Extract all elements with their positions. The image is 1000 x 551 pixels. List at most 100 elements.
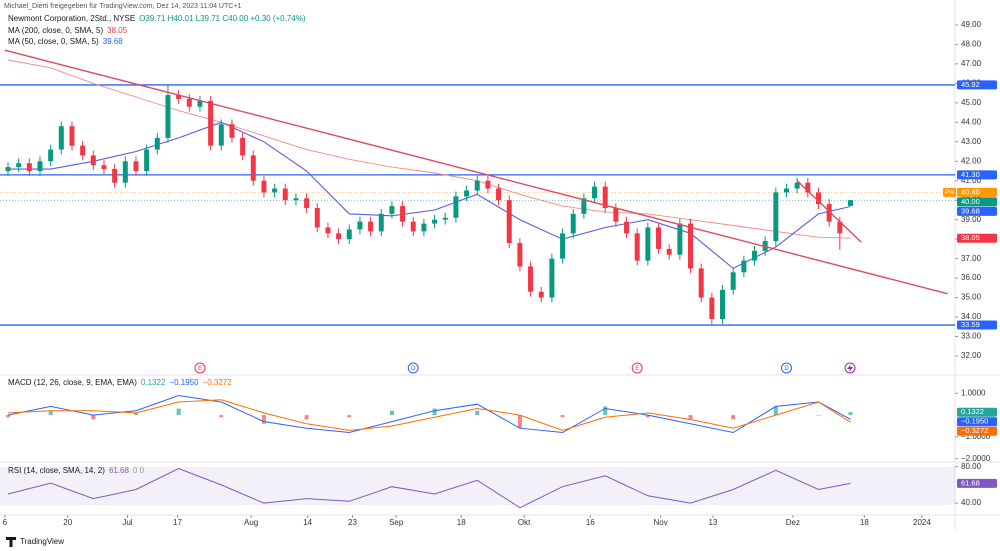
candle-body bbox=[293, 198, 299, 201]
candle-body bbox=[730, 272, 736, 290]
hist-label-box bbox=[957, 407, 997, 417]
candle-body bbox=[336, 233, 342, 240]
candle-body bbox=[26, 163, 32, 172]
candle-body bbox=[133, 161, 139, 172]
candle-body bbox=[410, 221, 416, 232]
hist-value: 0.1322 bbox=[141, 378, 166, 387]
candle-body bbox=[389, 206, 395, 214]
y-tick-label: 45.00 bbox=[961, 98, 982, 107]
premarket-label: 40.40 bbox=[961, 187, 980, 196]
macd-value: −0.1950 bbox=[169, 378, 199, 387]
candle-body bbox=[847, 200, 853, 206]
macd-line bbox=[7, 394, 851, 434]
y-tick-label: 48.00 bbox=[961, 40, 982, 49]
level-label-box bbox=[957, 320, 997, 330]
candle-body bbox=[186, 98, 192, 107]
candle-body bbox=[560, 233, 566, 259]
candle-body bbox=[549, 258, 555, 298]
level-label-box bbox=[957, 170, 997, 180]
x-tick-label: 18 bbox=[860, 518, 869, 527]
y-tick-label: −2.0000 bbox=[961, 454, 991, 463]
y-tick-label: 43.00 bbox=[961, 137, 982, 146]
signal-value: −0.3272 bbox=[203, 378, 233, 387]
histogram-bar bbox=[91, 415, 96, 420]
symbol-legend: Newmont Corporation, 2Std., NYSE O39.71 H… bbox=[8, 14, 306, 23]
candle-body bbox=[272, 188, 278, 193]
candle-body bbox=[453, 196, 459, 218]
x-tick-label: 20 bbox=[63, 518, 72, 527]
candle-body bbox=[741, 260, 747, 273]
ma-label: 38.05 bbox=[961, 233, 980, 242]
event-label: E bbox=[198, 366, 202, 372]
y-tick-label: −1.0000 bbox=[961, 432, 991, 441]
candle-body bbox=[773, 192, 779, 242]
level-label-box bbox=[957, 80, 997, 90]
ma-label: 39.68 bbox=[961, 206, 980, 215]
candle-body bbox=[698, 268, 704, 298]
candle-body bbox=[368, 221, 374, 232]
ma-name: MA (200, close, 0, SMA, 5) bbox=[8, 26, 103, 35]
event-label: D bbox=[784, 366, 789, 372]
ma-label-box bbox=[957, 233, 997, 243]
candle-body bbox=[282, 188, 288, 201]
brand-logo bbox=[6, 537, 16, 547]
moving-average bbox=[7, 59, 851, 239]
rsi-value: 61.68 bbox=[109, 466, 130, 475]
x-tick-label: Okt bbox=[518, 518, 531, 527]
y-tick-label: 39.00 bbox=[961, 215, 982, 224]
candle-body bbox=[528, 266, 534, 292]
rsi-suffix: 0 0 bbox=[133, 466, 145, 475]
histogram-bar bbox=[688, 415, 693, 420]
histogram-bar bbox=[560, 415, 565, 418]
candle-body bbox=[400, 206, 406, 222]
ma-label-box bbox=[957, 206, 997, 216]
x-tick-label: Nov bbox=[654, 518, 668, 527]
candle-body bbox=[69, 126, 75, 146]
candle-body bbox=[656, 227, 662, 249]
histogram-bar bbox=[816, 415, 821, 416]
rsi-title: RSI (14, close, SMA, 14, 2) bbox=[8, 466, 105, 475]
histogram-bar bbox=[773, 406, 778, 416]
candle-body bbox=[197, 100, 203, 107]
candle-body bbox=[752, 250, 758, 261]
candle-body bbox=[229, 124, 235, 138]
candle-body bbox=[421, 223, 427, 232]
candle-body bbox=[506, 200, 512, 244]
rsi-label: 61.68 bbox=[961, 478, 980, 487]
rsi-legend: RSI (14, close, SMA, 14, 2) 61.68 0 0 bbox=[8, 466, 145, 475]
y-tick-label: 36.00 bbox=[961, 273, 982, 282]
candle-body bbox=[794, 182, 800, 189]
x-tick-label: 14 bbox=[303, 518, 312, 527]
brand: TradingView bbox=[20, 537, 64, 546]
rsi-line bbox=[7, 467, 851, 509]
candle-body bbox=[165, 95, 171, 138]
x-tick-label: Jul bbox=[122, 518, 132, 527]
macd-legend: MACD (12, 26, close, 9, EMA, EMA) 0.1322−… bbox=[8, 378, 232, 387]
signal-label: −0.3272 bbox=[961, 426, 988, 435]
event-marker bbox=[631, 362, 643, 374]
candle-body bbox=[357, 221, 363, 230]
trendline bbox=[796, 180, 862, 243]
candle-body bbox=[815, 192, 821, 205]
ma-name: MA (50, close, 0, SMA, 5) bbox=[8, 37, 99, 46]
y-tick-label: 47.00 bbox=[961, 59, 982, 68]
x-tick-label: 16 bbox=[586, 518, 595, 527]
histogram-bar bbox=[133, 412, 138, 416]
y-tick-label: 32.00 bbox=[961, 351, 982, 360]
candle-body bbox=[16, 163, 22, 168]
x-tick-label: Dez bbox=[786, 518, 800, 527]
y-tick-label: 33.00 bbox=[961, 332, 982, 341]
y-tick-label: 49.00 bbox=[961, 20, 982, 29]
y-tick-label: 37.00 bbox=[961, 254, 982, 263]
trendline bbox=[4, 49, 948, 295]
y-tick-label: 1.0000 bbox=[961, 388, 986, 397]
candle-body bbox=[496, 188, 502, 201]
quote: O39.71 H40.01 L39.71 C40.00 +0.30 (+0.74… bbox=[139, 14, 306, 23]
histogram-bar bbox=[603, 406, 608, 416]
signal-line bbox=[7, 399, 851, 431]
signal-label-box bbox=[957, 426, 997, 436]
candle-body bbox=[592, 186, 598, 199]
histogram-bar bbox=[645, 415, 650, 418]
candle-body bbox=[645, 227, 651, 261]
